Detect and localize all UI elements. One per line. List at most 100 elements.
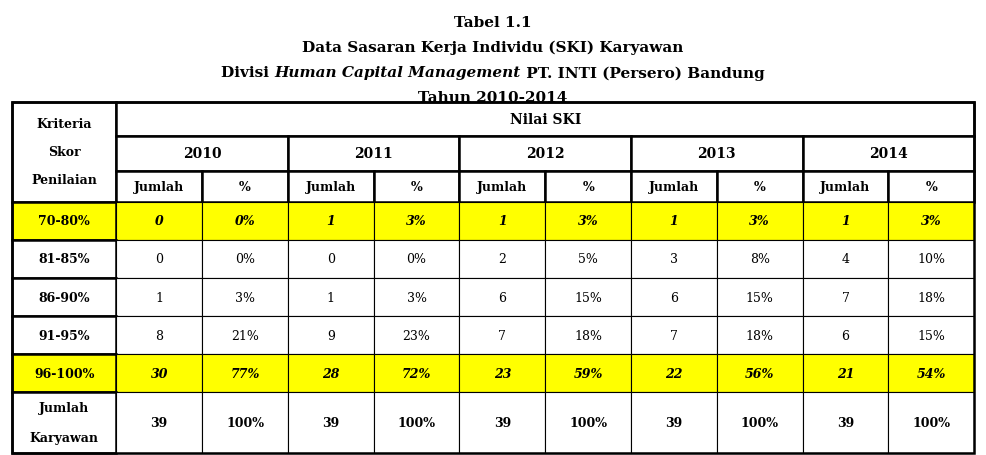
Text: 86-90%: 86-90% <box>38 291 90 304</box>
Bar <box>459 392 545 453</box>
Text: Kriteria

Skor

Penilaian: Kriteria Skor Penilaian <box>32 118 97 187</box>
Bar <box>116 137 288 172</box>
Bar <box>288 392 374 453</box>
Text: 59%: 59% <box>574 367 602 380</box>
Bar <box>459 240 545 278</box>
Text: 23: 23 <box>494 367 511 380</box>
Text: 96-100%: 96-100% <box>34 367 95 380</box>
Text: 8: 8 <box>155 329 164 342</box>
Text: 0%: 0% <box>235 215 255 228</box>
Text: 15%: 15% <box>745 291 774 304</box>
Bar <box>631 172 717 202</box>
Text: Data Sasaran Kerja Individu (SKI) Karyawan: Data Sasaran Kerja Individu (SKI) Karyaw… <box>303 41 683 56</box>
Bar <box>545 172 631 202</box>
Bar <box>717 240 803 278</box>
Bar <box>12 354 116 392</box>
Text: 3%: 3% <box>921 215 942 228</box>
Bar <box>116 240 202 278</box>
Text: 18%: 18% <box>574 329 602 342</box>
Text: 39: 39 <box>151 416 168 429</box>
Bar <box>631 137 803 172</box>
Text: 5%: 5% <box>578 253 599 266</box>
Bar <box>803 137 974 172</box>
Bar <box>803 354 888 392</box>
Text: 7: 7 <box>842 291 849 304</box>
Bar <box>803 202 888 240</box>
Text: Jumlah: Jumlah <box>820 181 871 193</box>
Bar <box>116 316 202 354</box>
Bar <box>12 392 116 453</box>
Bar <box>631 354 717 392</box>
Text: 0%: 0% <box>235 253 255 266</box>
Bar <box>12 316 116 354</box>
Bar <box>545 392 631 453</box>
Text: Jumlah: Jumlah <box>649 181 699 193</box>
Text: %: % <box>926 181 937 193</box>
Text: 7: 7 <box>499 329 506 342</box>
Text: 0: 0 <box>326 253 335 266</box>
Text: 1: 1 <box>498 215 507 228</box>
Bar <box>202 172 288 202</box>
Bar <box>545 354 631 392</box>
Bar <box>374 202 459 240</box>
Text: 6: 6 <box>841 329 850 342</box>
Text: 72%: 72% <box>402 367 431 380</box>
Bar <box>717 392 803 453</box>
Text: 21%: 21% <box>231 329 259 342</box>
Text: %: % <box>754 181 765 193</box>
Bar <box>631 202 717 240</box>
Text: 2013: 2013 <box>697 147 737 161</box>
Bar <box>12 240 116 278</box>
Bar <box>803 392 888 453</box>
Text: 56%: 56% <box>745 367 774 380</box>
Text: 3%: 3% <box>749 215 770 228</box>
Text: 1: 1 <box>841 215 850 228</box>
Text: 6: 6 <box>498 291 507 304</box>
Bar <box>288 316 374 354</box>
Bar <box>202 354 288 392</box>
Text: 100%: 100% <box>569 416 607 429</box>
Bar <box>374 240 459 278</box>
Text: 39: 39 <box>322 416 339 429</box>
Bar <box>288 172 374 202</box>
Bar <box>545 316 631 354</box>
Bar <box>374 172 459 202</box>
Text: 39: 39 <box>837 416 854 429</box>
Text: 10%: 10% <box>917 253 946 266</box>
Bar <box>717 278 803 316</box>
Text: 21: 21 <box>837 367 854 380</box>
Bar <box>888 202 974 240</box>
Bar <box>803 278 888 316</box>
Text: 1: 1 <box>155 291 164 304</box>
Bar <box>459 172 545 202</box>
Text: 2012: 2012 <box>526 147 565 161</box>
Bar <box>12 202 116 240</box>
Text: 28: 28 <box>322 367 339 380</box>
Bar <box>459 354 545 392</box>
Text: Jumlah: Jumlah <box>477 181 528 193</box>
Bar <box>288 354 374 392</box>
Bar <box>202 202 288 240</box>
Text: 1: 1 <box>326 291 335 304</box>
Bar <box>288 137 459 172</box>
Text: 23%: 23% <box>402 329 431 342</box>
Bar <box>116 392 202 453</box>
Text: Nilai SKI: Nilai SKI <box>510 113 581 126</box>
Text: 2014: 2014 <box>869 147 908 161</box>
Bar <box>374 392 459 453</box>
Bar <box>888 354 974 392</box>
Text: 15%: 15% <box>574 291 602 304</box>
Text: 4: 4 <box>841 253 850 266</box>
Bar <box>545 278 631 316</box>
Bar <box>116 102 974 137</box>
Text: 2: 2 <box>499 253 506 266</box>
Text: 1: 1 <box>669 215 678 228</box>
Text: %: % <box>583 181 594 193</box>
Bar <box>116 278 202 316</box>
Text: 100%: 100% <box>397 416 436 429</box>
Text: 3: 3 <box>669 253 678 266</box>
Text: 15%: 15% <box>917 329 946 342</box>
Bar <box>374 354 459 392</box>
Text: 3%: 3% <box>406 291 427 304</box>
Bar <box>803 316 888 354</box>
